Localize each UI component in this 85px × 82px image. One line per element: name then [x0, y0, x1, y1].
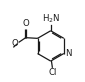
Text: N: N — [65, 49, 71, 58]
Text: O: O — [11, 39, 18, 48]
Text: H$_2$N: H$_2$N — [42, 12, 60, 25]
Text: O: O — [22, 19, 29, 28]
Text: Cl: Cl — [48, 68, 57, 77]
